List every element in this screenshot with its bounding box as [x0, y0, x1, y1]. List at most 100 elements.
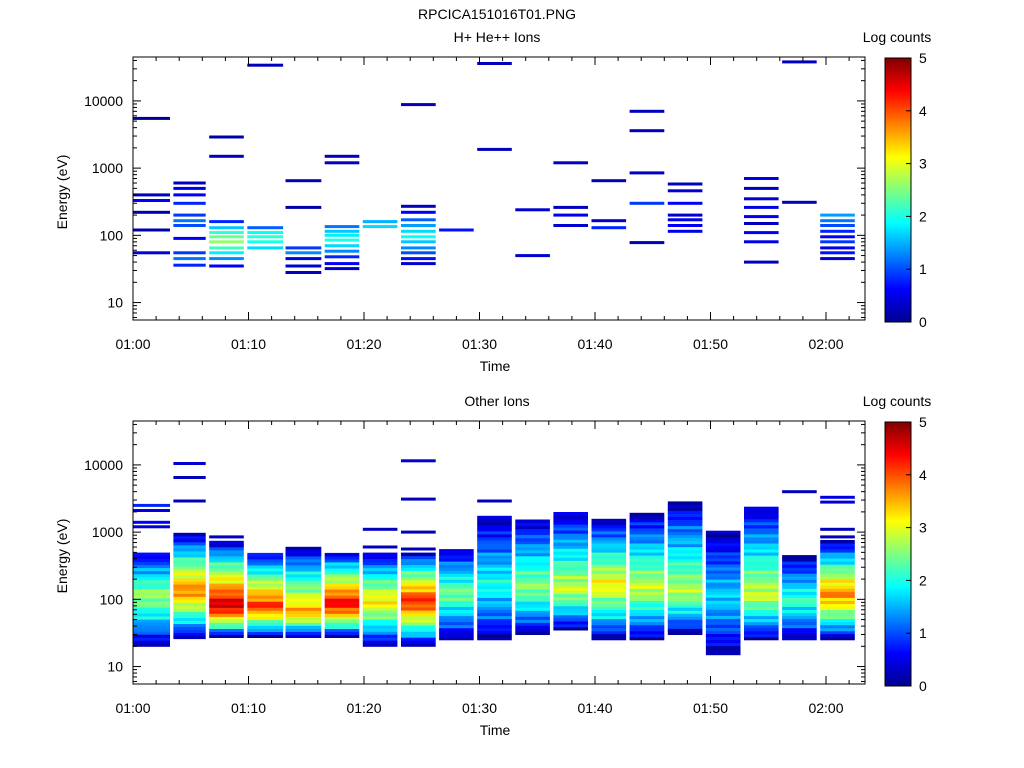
heatmap-cell: [782, 633, 817, 638]
heatmap-cell: [247, 226, 284, 230]
heatmap-cell: [705, 591, 741, 595]
heatmap-cell: [667, 610, 703, 614]
heatmap-cell: [591, 600, 627, 604]
heatmap-cell: [324, 574, 360, 578]
heatmap-cell: [133, 625, 170, 629]
heatmap-cell: [667, 534, 703, 539]
heatmap-cell: [324, 233, 360, 237]
heatmap-cell: [401, 597, 436, 602]
heatmap-cell: [591, 627, 627, 632]
heatmap-cell: [209, 571, 244, 575]
heatmap-cell: [744, 509, 779, 514]
heatmap-cell: [782, 555, 817, 559]
heatmap-cell: [439, 588, 474, 592]
heatmap-cell: [247, 574, 284, 578]
heatmap-cell: [553, 518, 588, 522]
heatmap-cell: [667, 567, 703, 572]
heatmap-cell: [209, 135, 244, 139]
heatmap-cell: [477, 530, 512, 535]
heatmap-cell: [667, 513, 703, 517]
heatmap-cell: [744, 515, 779, 520]
heatmap-cell: [209, 565, 244, 569]
colorbar-tick-label: 3: [919, 520, 927, 536]
heatmap-cell: [401, 229, 436, 233]
heatmap-cell: [247, 604, 284, 608]
colorbar-tick-label: 5: [919, 50, 927, 66]
heatmap-cell: [439, 570, 474, 574]
heatmap-cell: [324, 267, 360, 271]
heatmap-cell: [133, 210, 170, 214]
heatmap-cell: [667, 182, 703, 186]
heatmap-cell: [744, 512, 779, 517]
heatmap-cell: [744, 215, 779, 219]
heatmap-cell: [782, 612, 817, 617]
heatmap-cell: [553, 521, 588, 525]
heatmap-cell: [629, 630, 665, 635]
heatmap-cell: [705, 648, 741, 653]
heatmap-cell: [133, 573, 170, 578]
heatmap-cell: [477, 573, 512, 577]
heatmap-cell: [553, 545, 588, 549]
heatmap-cell: [173, 611, 206, 615]
heatmap-cell: [401, 251, 436, 255]
heatmap-cell: [324, 601, 360, 605]
heatmap-cell: [209, 154, 244, 158]
heatmap-cell: [209, 634, 244, 638]
heatmap-cell: [667, 564, 703, 569]
heatmap-cell: [439, 600, 474, 604]
heatmap-cell: [744, 260, 779, 264]
heatmap-cell: [782, 603, 817, 607]
heatmap-cell: [247, 607, 284, 611]
heatmap-cell: [209, 622, 244, 626]
heatmap-cell: [247, 561, 284, 566]
heatmap-cell: [439, 567, 474, 571]
heatmap-cell: [629, 624, 665, 629]
heatmap-cell: [401, 246, 436, 250]
heatmap-cell: [553, 524, 588, 528]
heatmap-cell: [477, 561, 512, 565]
heatmap-cell: [247, 231, 284, 235]
heatmap-cell: [782, 600, 817, 604]
heatmap-cell: [247, 586, 284, 590]
heatmap-cell: [591, 555, 627, 559]
heatmap-cell: [744, 537, 779, 541]
heatmap-cell: [209, 231, 244, 235]
heatmap-cell: [477, 600, 512, 604]
heatmap-cell: [247, 240, 284, 244]
heatmap-cell: [477, 636, 512, 641]
heatmap-cell: [362, 637, 398, 641]
heatmap-cell: [820, 573, 855, 577]
heatmap-cell: [553, 539, 588, 543]
heatmap-cell: [477, 627, 512, 632]
heatmap-cell: [209, 631, 244, 635]
heatmap-cell: [173, 213, 206, 217]
heatmap-cell: [744, 600, 779, 604]
heatmap-cell: [553, 572, 588, 576]
heatmap-cell: [173, 181, 206, 185]
heatmap-cell: [362, 561, 398, 566]
heatmap-cell: [173, 572, 206, 576]
heatmap-cell: [820, 540, 855, 544]
heatmap-cell: [629, 582, 665, 586]
x-tick-label: 01:30: [462, 700, 497, 716]
heatmap-cell: [209, 561, 244, 566]
heatmap-cell: [133, 570, 170, 575]
heatmap-cell: [820, 618, 855, 623]
heatmap-cell: [362, 225, 398, 229]
heatmap-cell: [515, 610, 550, 614]
heatmap-cell: [744, 579, 779, 583]
heatmap-cell: [705, 539, 741, 544]
heatmap-cell: [173, 550, 206, 555]
heatmap-cell: [667, 555, 703, 560]
heatmap-cell: [744, 627, 779, 632]
heatmap-cell: [173, 560, 206, 564]
heatmap-cell: [173, 541, 206, 546]
heatmap-cell: [173, 614, 206, 618]
y-tick-label: 10: [107, 295, 123, 311]
heatmap-cell: [133, 555, 170, 560]
colorbar-tick-label: 0: [919, 314, 927, 330]
heatmap-cell: [515, 577, 550, 581]
heatmap-cell: [247, 631, 284, 635]
heatmap-cell: [515, 561, 550, 566]
heatmap-cell: [782, 573, 817, 577]
